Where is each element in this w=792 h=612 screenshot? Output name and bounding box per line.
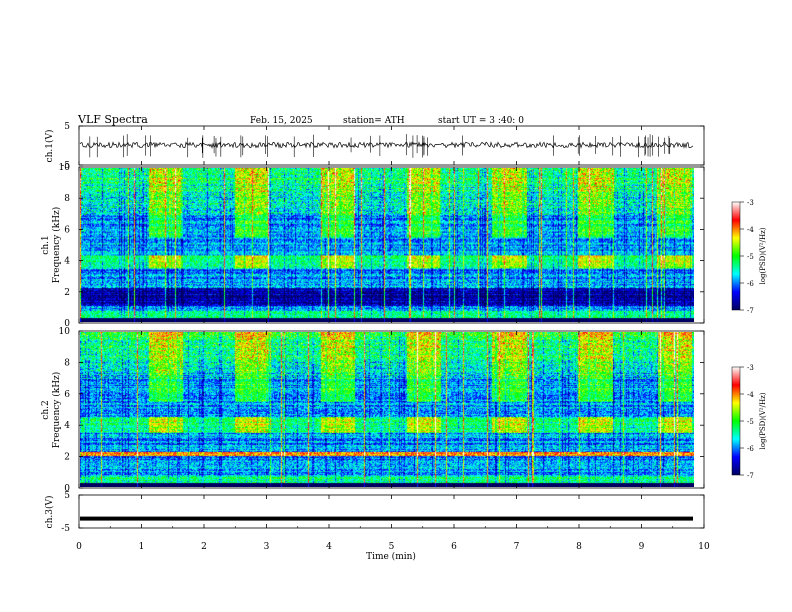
y-tick-label: 2	[64, 453, 70, 463]
ch1-waveform-line	[79, 141, 694, 150]
header-start-time: start UT = 3 :40: 0	[438, 116, 524, 126]
x-tick-label: 0	[76, 542, 82, 552]
colorbar-tick-label: -3	[747, 199, 754, 207]
x-tick-label: 4	[326, 542, 332, 552]
y-tick-label: 0	[64, 484, 70, 494]
ch2-spectrogram-ylabel: Frequency (kHz)	[51, 372, 62, 449]
x-tick-label: 5	[389, 542, 395, 552]
ch2-spectrogram-ylabel-channel: ch.2	[41, 400, 51, 419]
colorbar-label: log(PSD)(V²/Hz)	[759, 392, 767, 449]
ch3-waveform-line	[80, 516, 693, 521]
ch1-colorbar: -3 -4 -5 -6 -7 log(PSD)(V²/Hz)	[731, 199, 767, 315]
x-tick-label: 10	[698, 542, 710, 552]
x-tick-label: 9	[639, 542, 645, 552]
colorbar-tick-label: -3	[747, 364, 754, 372]
y-tick-label: -5	[61, 524, 70, 534]
colorbar-tick-label: -4	[747, 226, 754, 234]
colorbar-scale	[731, 201, 741, 311]
ch2-spectrogram-heatmap	[80, 332, 694, 487]
y-tick-label: 8	[64, 194, 70, 204]
ch1-spectrogram-ylabel-channel: ch.1	[41, 235, 51, 254]
y-tick-label: 4	[64, 421, 70, 431]
colorbar-tick-label: -5	[747, 418, 754, 426]
y-tick-label: 8	[64, 358, 70, 368]
ch1-waveform-ylabel: ch.1(V)	[44, 130, 55, 163]
x-tick-label: 8	[576, 542, 582, 552]
header-date: Feb. 15, 2025	[250, 116, 313, 126]
colorbar-tick-label: -4	[747, 391, 754, 399]
x-tick-label: 6	[451, 542, 457, 552]
colorbar-tick-label: -7	[747, 307, 754, 315]
colorbar-tick-label: -6	[747, 280, 754, 288]
colorbar-tick-label: -6	[747, 445, 754, 453]
y-tick-label: -5	[61, 161, 70, 171]
colorbar-scale	[731, 366, 741, 476]
x-tick-label: 7	[514, 542, 520, 552]
ch1-sferic-spikes	[89, 134, 671, 158]
x-axis-ticks: 0 1 2 3 4 5 6 7 8 9 10	[76, 126, 710, 552]
y-tick-label: 2	[64, 288, 70, 298]
y-tick-label: 0	[64, 319, 70, 329]
x-axis-label: Time (min)	[366, 551, 416, 562]
y-tick-label: 5	[64, 122, 70, 132]
ch3-waveform-frame	[78, 494, 705, 529]
x-tick-label: 1	[139, 542, 145, 552]
colorbar-tick-label: -7	[747, 472, 754, 480]
ch1-spectrogram-heatmap	[80, 168, 694, 322]
y-tick-label: 4	[64, 257, 70, 267]
header-station: station= ATH	[343, 116, 405, 126]
colorbar-tick-label: -5	[747, 253, 754, 261]
x-tick-label: 2	[201, 542, 207, 552]
y-tick-label: 10	[59, 327, 71, 337]
y-tick-label: 10	[59, 163, 71, 173]
colorbar-label: log(PSD)(V²/Hz)	[759, 227, 767, 284]
ch3-waveform-ylabel: ch.3(V)	[44, 496, 55, 529]
chart-title: VLF Spectra	[77, 113, 148, 126]
y-tick-label: 5	[64, 491, 70, 501]
ch1-spectrogram-ylabel: Frequency (kHz)	[51, 207, 62, 284]
ch2-colorbar: -3 -4 -5 -6 -7 log(PSD)(V²/Hz)	[731, 364, 767, 480]
y-tick-label: 6	[64, 390, 70, 400]
y-tick-label: 6	[64, 225, 70, 235]
x-tick-label: 3	[264, 542, 270, 552]
